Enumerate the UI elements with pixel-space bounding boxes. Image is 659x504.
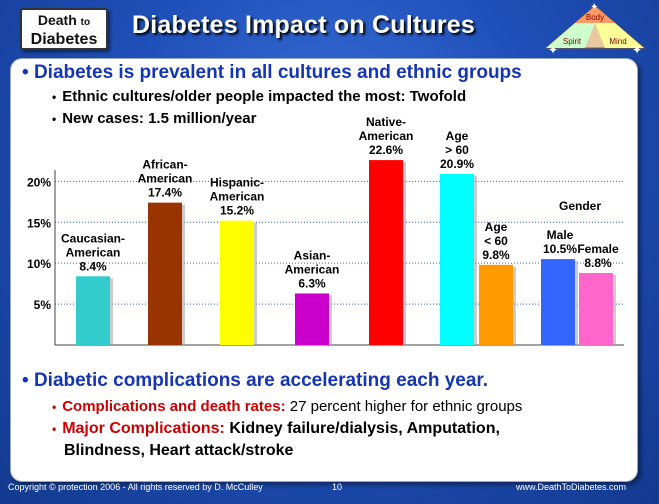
sparkle-icon: ✦ [548, 43, 558, 57]
bar-age-60 [479, 264, 513, 345]
bullet-complications-text: Diabetic complications are accelerating … [33, 370, 489, 391]
bullet-dot-icon: • [22, 370, 34, 391]
bullet-dot-icon: • [52, 90, 57, 104]
major-complications-line2: Blindness, Heart attack/stroke [64, 442, 294, 459]
bar-female [579, 273, 613, 345]
bar-category-label: > 60 [445, 143, 469, 157]
footer-page-number: 10 [332, 482, 343, 492]
y-tick-label: 10% [27, 257, 51, 271]
bar-caucasian-american [76, 276, 110, 345]
sub-bullet-death-rates: • Complications and death rates: 27 perce… [52, 398, 522, 415]
bar-category-label: Male [547, 228, 574, 242]
bar-category-label: African- [142, 158, 187, 172]
bar-value-label: 22.6% [369, 143, 403, 157]
bar-category-label: Caucasian- [61, 231, 125, 245]
bullet-dot-icon: • [52, 422, 57, 436]
logo: Death to Diabetes [20, 8, 108, 50]
body-spirit-mind-emblem: Body Spirit Mind ✦ ✦ ✦ [544, 2, 646, 57]
bar-value-label: 6.3% [298, 276, 326, 290]
bar-asian-american [295, 293, 329, 345]
bar-african-american [148, 202, 182, 345]
sub-bullet-major-complications: • Major Complications: Kidney failure/dia… [52, 420, 500, 438]
bullet-dot-icon: • [22, 62, 34, 83]
bar-value-label: 8.8% [584, 256, 612, 270]
sparkle-icon: ✦ [632, 43, 642, 57]
content-panel [10, 58, 638, 482]
bar-value-label: 17.4% [148, 186, 182, 200]
bar-category-label: American [359, 129, 414, 143]
footer-website: www.DeathToDiabetes.com [516, 482, 627, 492]
footer-copyright: Copyright © protection 2006 - All rights… [8, 482, 263, 492]
bar-category-label: Hispanic- [210, 176, 264, 190]
sub-bullet-ethnic-text: Ethnic cultures/older people impacted th… [62, 88, 467, 105]
sparkle-icon: ✦ [590, 2, 598, 13]
bar-value-label: 20.9% [440, 157, 474, 171]
bar-category-label: Age [446, 129, 469, 143]
bar-category-label: American [66, 245, 121, 259]
logo-text-to: to [80, 17, 91, 28]
bar-category-label: Native- [366, 115, 406, 129]
bar-category-label: Asian- [294, 248, 331, 262]
y-tick-label: 15% [27, 216, 51, 230]
bar-value-label: 9.8% [482, 248, 510, 262]
bar-category-label: American [138, 172, 193, 186]
bar-category-label: Female [577, 242, 619, 256]
emblem-spirit-label: Spirit [563, 37, 582, 46]
bar-value-label: 8.4% [79, 259, 107, 273]
page-title: Diabetes Impact on Cultures [132, 11, 475, 39]
bar-value-label: 15.2% [220, 204, 254, 218]
bullet-dot-icon: • [52, 112, 57, 126]
gender-group-label: Gender [559, 199, 601, 213]
major-complications-label: Major Complications: [62, 420, 225, 437]
bar-value-label: 10.5% [543, 242, 577, 256]
y-tick-label: 20% [27, 175, 51, 189]
death-rates-label: Complications and death rates: [62, 398, 286, 415]
bar-category-label: American [210, 190, 265, 204]
bar-male [541, 259, 575, 345]
bar-hispanic-american [220, 220, 254, 345]
bar-category-label: American [285, 262, 340, 276]
sub-bullet-new-cases-text: New cases: 1.5 million/year [62, 110, 257, 127]
bullet-complications: • Diabetic complications are acceleratin… [22, 370, 488, 392]
bar-category-label: < 60 [484, 234, 508, 248]
sub-bullet-ethnic: • Ethnic cultures/older people impacted t… [52, 88, 466, 105]
bullet-prevalence: • Diabetes is prevalent in all cultures … [22, 62, 522, 84]
bar-age-60 [440, 174, 474, 345]
sub-bullet-new-cases: • New cases: 1.5 million/year [52, 110, 256, 127]
bullet-prevalence-text: Diabetes is prevalent in all cultures an… [33, 62, 522, 83]
bar-native-american [369, 160, 403, 345]
logo-text-diabetes: Diabetes [30, 31, 98, 48]
bar-category-label: Age [485, 220, 508, 234]
bullet-dot-icon: • [52, 400, 57, 414]
logo-text-death: Death [37, 12, 77, 28]
emblem-mind-label: Mind [609, 37, 626, 46]
major-complications-text: Kidney failure/dialysis, Amputation, [224, 420, 500, 437]
y-tick-label: 5% [34, 298, 52, 312]
emblem-body-label: Body [586, 13, 604, 22]
death-rates-text: 27 percent higher for ethnic groups [285, 398, 523, 415]
